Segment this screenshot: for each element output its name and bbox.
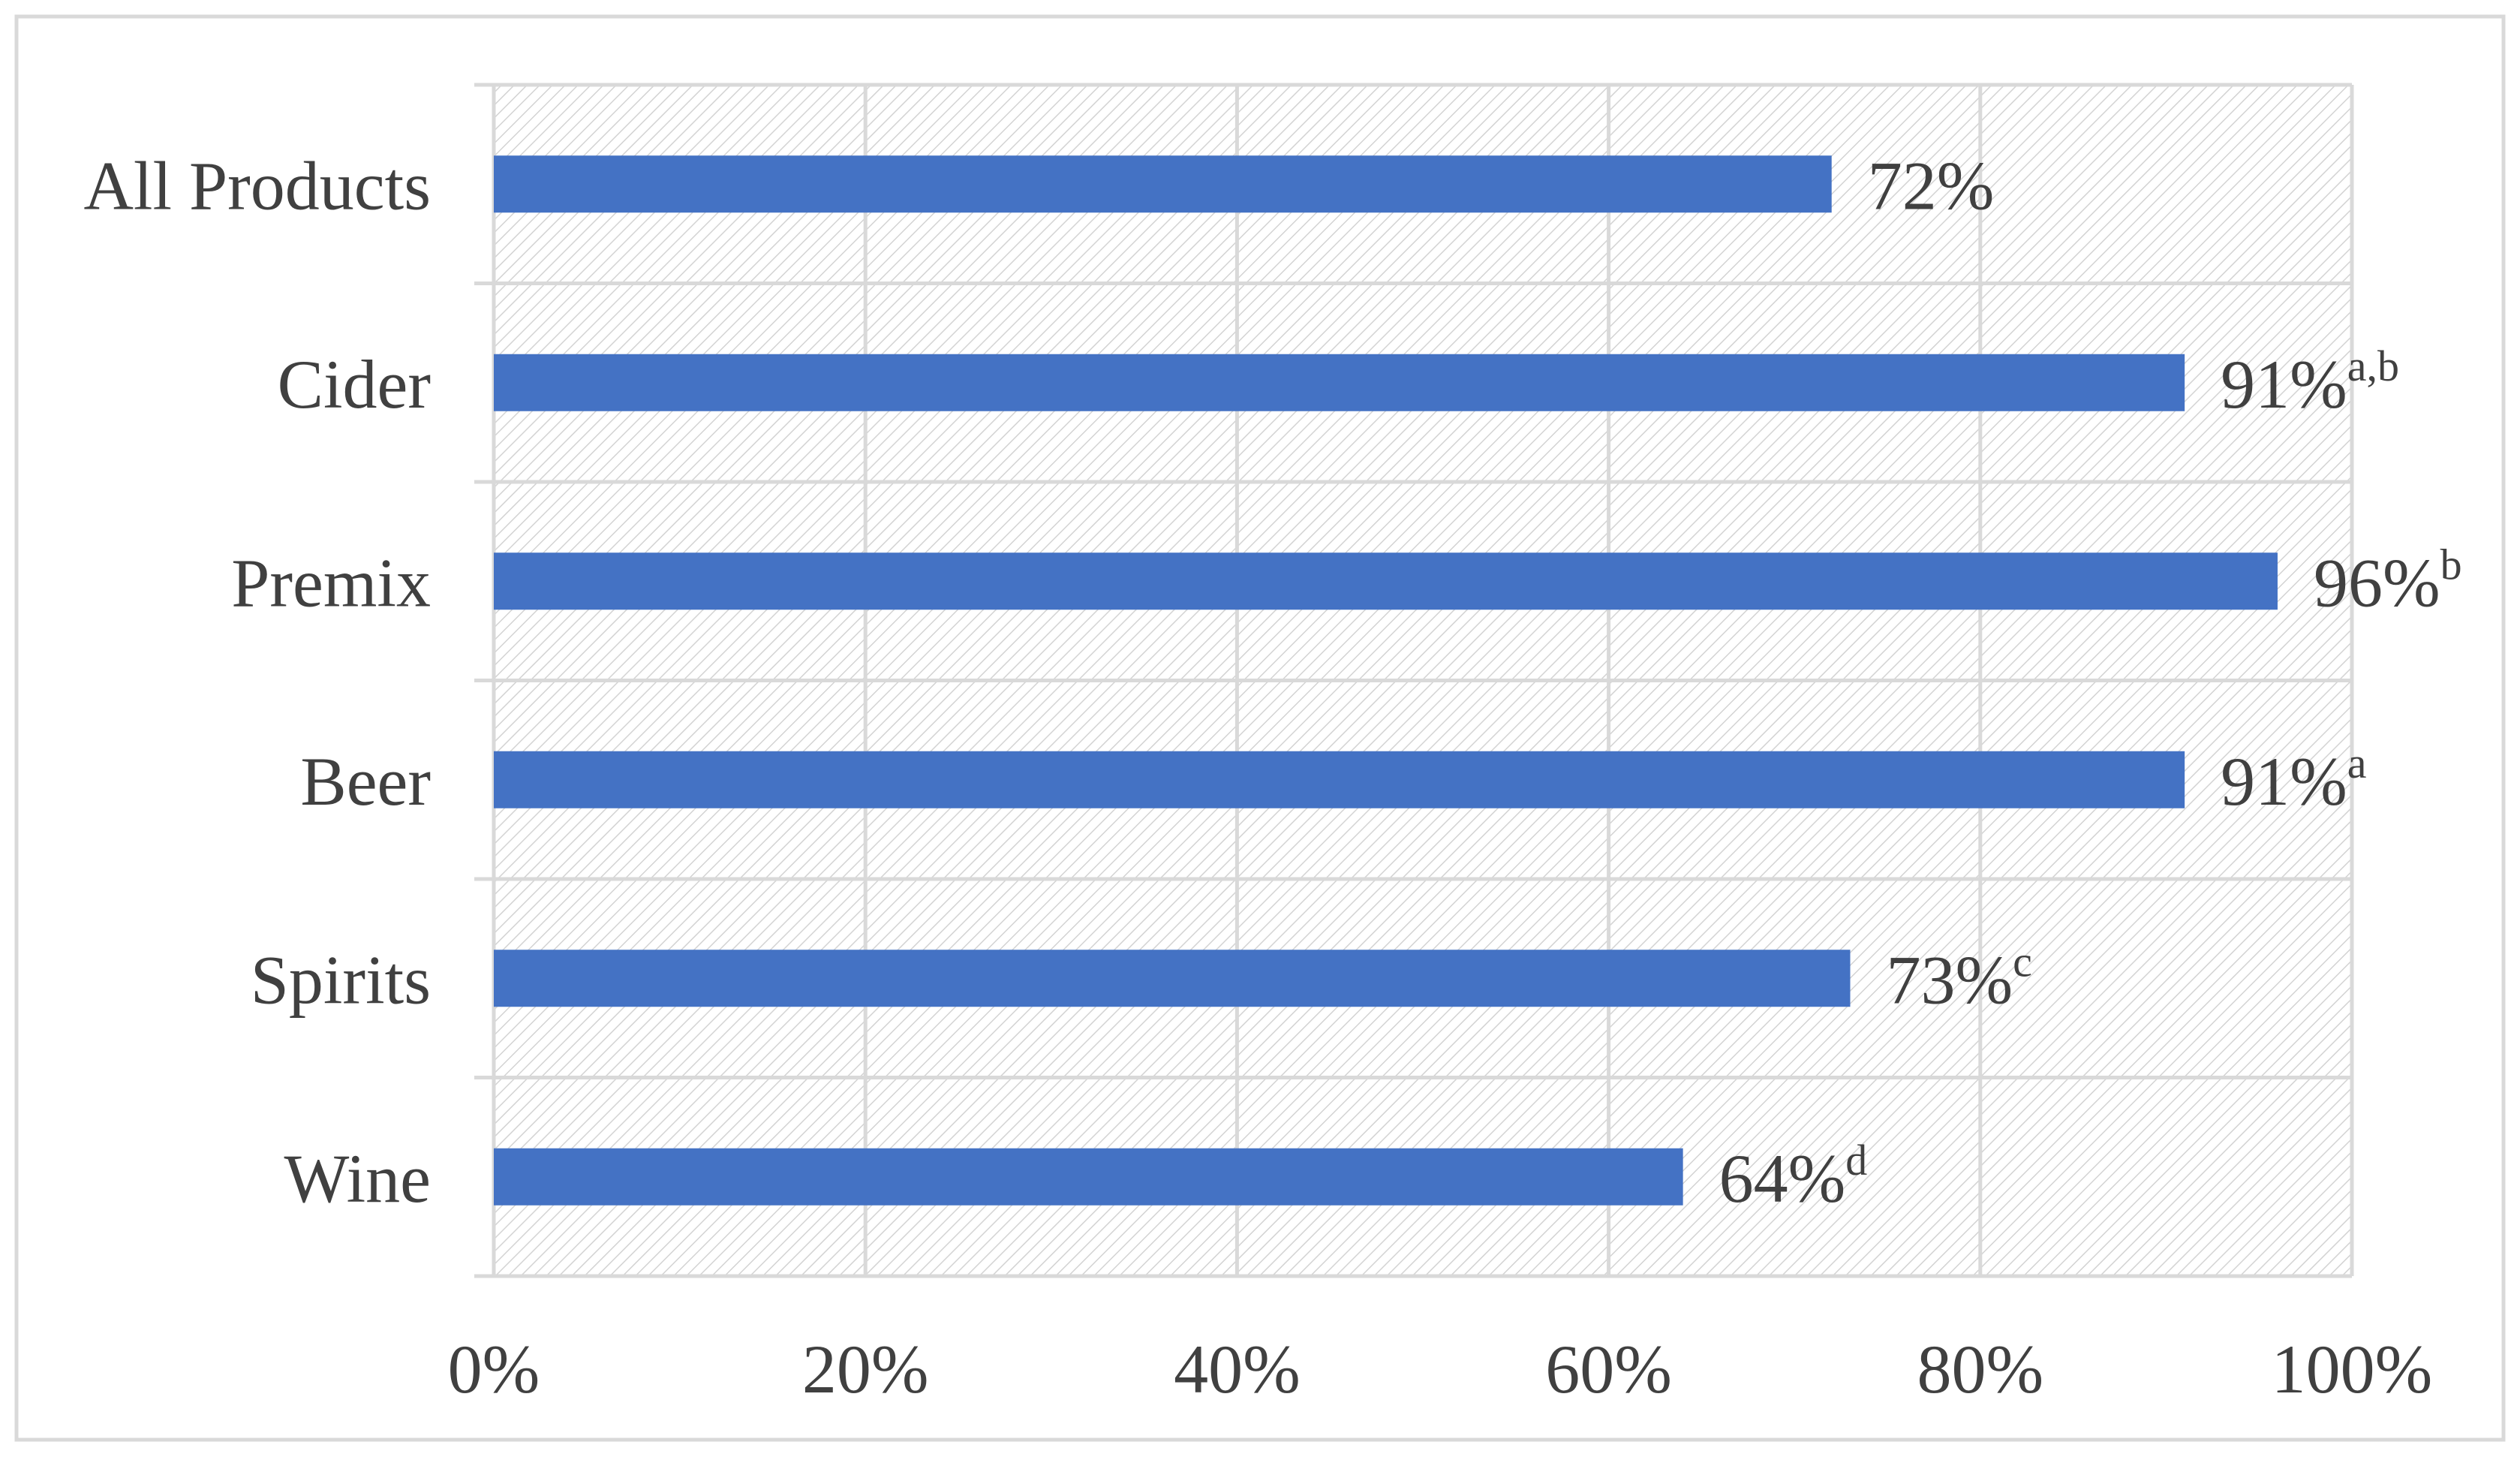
- value-label-2: 96%b: [2314, 540, 2462, 621]
- category-label-3: Beer: [300, 743, 431, 820]
- bar-1: [494, 354, 2185, 411]
- category-label-1: Cider: [278, 346, 431, 423]
- category-label-0: All Products: [83, 147, 431, 224]
- value-label-3: 91%a: [2221, 739, 2366, 820]
- value-label-4: 73%c: [1886, 937, 2031, 1018]
- category-label-4: Spirits: [251, 941, 431, 1018]
- value-label-superscript-1: a,b: [2347, 342, 2399, 390]
- bars: [494, 155, 2278, 1206]
- x-tick-label-4: 80%: [1917, 1331, 2043, 1407]
- value-label-superscript-2: b: [2440, 540, 2462, 589]
- x-tick-label-2: 40%: [1174, 1331, 1301, 1407]
- value-label-1: 91%a,b: [2221, 342, 2399, 423]
- bar-5: [494, 1148, 1683, 1206]
- bar-2: [494, 552, 2278, 610]
- value-labels: 72% 91%a,b 96%b 91%a 73%c 64%d: [1719, 147, 2462, 1217]
- bar-0: [494, 155, 1832, 213]
- value-label-superscript-4: c: [2013, 937, 2032, 986]
- category-label-2: Premix: [231, 544, 431, 621]
- x-tick-labels: 0% 20% 40% 60% 80% 100%: [448, 1331, 2433, 1407]
- x-tick-label-3: 60%: [1545, 1331, 1672, 1407]
- value-label-0: 72%: [1868, 147, 1995, 224]
- x-tick-label-5: 100%: [2272, 1331, 2433, 1407]
- bar-3: [494, 751, 2185, 808]
- value-label-5: 64%d: [1719, 1136, 1868, 1217]
- category-separators: [474, 83, 2352, 1278]
- category-labels: All Products Cider Premix Beer Spirits Wine: [83, 147, 431, 1217]
- bar-4: [494, 950, 1851, 1007]
- x-tick-label-0: 0%: [448, 1331, 540, 1407]
- value-label-superscript-5: d: [1845, 1136, 1867, 1185]
- value-label-superscript-3: a: [2347, 739, 2367, 787]
- x-tick-label-1: 20%: [802, 1331, 929, 1407]
- category-label-5: Wine: [284, 1140, 431, 1217]
